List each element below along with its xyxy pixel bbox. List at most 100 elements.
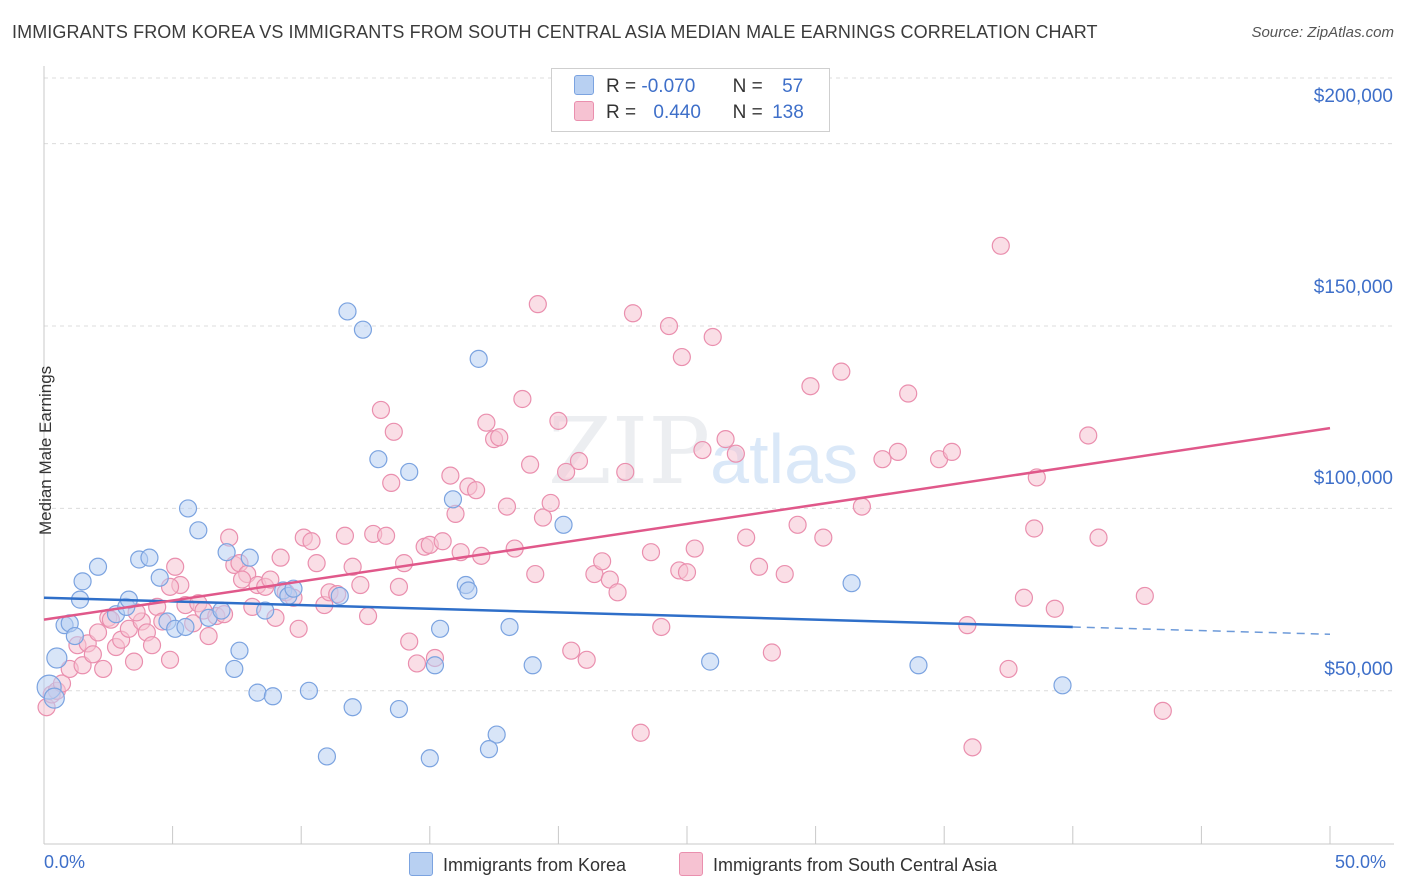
korea-point — [73, 572, 92, 591]
korea-point — [43, 687, 65, 709]
korea-point — [487, 725, 506, 744]
sca-point — [166, 557, 185, 576]
sca-point — [616, 462, 635, 482]
korea-point — [338, 302, 357, 321]
korea-point — [500, 617, 519, 637]
legend-row-korea: R = -0.070 N = 57 — [574, 75, 803, 101]
sca-point — [963, 738, 982, 757]
sca-point — [737, 528, 756, 547]
korea-n-value: 57 — [782, 76, 804, 97]
sca-point — [533, 508, 553, 527]
watermark: ZIPatlas — [548, 398, 858, 505]
sca-point — [302, 532, 321, 551]
sca-point — [1135, 586, 1154, 606]
korea-trend-line — [43, 596, 1073, 629]
sca-point — [526, 564, 545, 584]
sca-point — [142, 636, 162, 655]
y-axis-label: Median Male Earnings — [36, 365, 55, 535]
korea-point — [425, 656, 445, 675]
korea-point — [225, 659, 244, 679]
sca-point — [528, 295, 547, 314]
sca-point — [289, 619, 308, 638]
korea-point — [65, 626, 84, 646]
r-label: R = — [606, 102, 637, 123]
sca-point — [521, 455, 540, 474]
sca-point — [307, 554, 326, 573]
trend-layer — [43, 426, 1331, 636]
sca-point — [762, 643, 781, 662]
sca-point — [335, 526, 355, 545]
y-tick-label: $150,000 — [1313, 277, 1393, 298]
sca-point — [400, 632, 419, 651]
sca-point — [384, 422, 403, 441]
sca-legend-swatch — [679, 852, 703, 876]
sca-point — [232, 570, 252, 589]
korea-point — [420, 749, 439, 768]
korea-point — [150, 568, 169, 587]
sca-point — [1079, 426, 1098, 445]
sca-swatch — [574, 101, 594, 121]
sca-trend-line — [43, 426, 1331, 621]
korea-point — [353, 320, 373, 339]
sca-r-value: 0.440 — [653, 102, 701, 123]
sca-point — [623, 304, 643, 323]
sca-point — [775, 564, 794, 584]
korea-point — [443, 490, 463, 509]
korea-legend-swatch — [409, 852, 433, 876]
sca-point — [541, 493, 560, 513]
korea-point — [842, 574, 861, 593]
r-label: R = — [606, 76, 637, 97]
sca-point — [497, 497, 517, 516]
x-tick-label-min: 0.0% — [44, 852, 86, 872]
sca-point — [991, 236, 1010, 255]
sca-point — [160, 650, 180, 669]
sca-point — [1089, 528, 1108, 547]
sca-point — [261, 570, 280, 589]
korea-point — [217, 543, 236, 562]
sca-point — [693, 440, 712, 460]
axis-layer — [43, 66, 1394, 845]
sca-point — [389, 577, 409, 596]
sca-point — [441, 466, 460, 485]
korea-point — [176, 617, 195, 637]
watermark-zip: ZIP — [548, 398, 711, 505]
korea-point — [430, 619, 450, 638]
x-tick-label-max: 50.0% — [1335, 852, 1387, 872]
sca-point — [873, 450, 892, 469]
sca-point — [814, 528, 833, 547]
sca-point — [1045, 599, 1064, 618]
sca-point — [466, 481, 486, 500]
korea-point — [178, 499, 198, 518]
korea-point — [330, 586, 349, 606]
bottom-legend-korea: Immigrants from Korea — [409, 852, 626, 876]
korea-swatch — [574, 75, 594, 95]
korea-legend-label: Immigrants from Korea — [443, 855, 627, 875]
korea-point — [400, 462, 419, 482]
correlation-legend: R = -0.070 N = 57 R = 0.440 N = 138 — [551, 68, 830, 132]
y-tick-label: $50,000 — [1324, 659, 1393, 680]
sca-point — [371, 400, 391, 420]
sca-point — [557, 462, 576, 482]
n-label: N = — [732, 76, 763, 97]
korea-point — [88, 557, 108, 576]
korea-point — [479, 740, 499, 759]
korea-point — [369, 450, 388, 469]
sca-point — [477, 413, 496, 432]
sca-point — [394, 554, 414, 573]
sca-point — [88, 623, 108, 642]
sca-point — [199, 626, 218, 646]
sca-point — [703, 327, 722, 347]
sca-point — [569, 451, 589, 471]
sca-point — [749, 557, 769, 576]
sca-point — [549, 411, 568, 430]
chart-source: Source: ZipAtlas.com — [1251, 24, 1394, 41]
sca-point — [852, 497, 871, 516]
sca-point — [593, 552, 612, 571]
sca-point — [685, 539, 704, 558]
sca-point — [351, 575, 370, 595]
sca-point — [641, 543, 661, 562]
sca-legend-label: Immigrants from South Central Asia — [713, 855, 998, 875]
korea-point — [230, 641, 249, 660]
chart-title: IMMIGRANTS FROM KOREA VS IMMIGRANTS FROM… — [12, 22, 1098, 42]
sca-point — [1014, 588, 1034, 607]
